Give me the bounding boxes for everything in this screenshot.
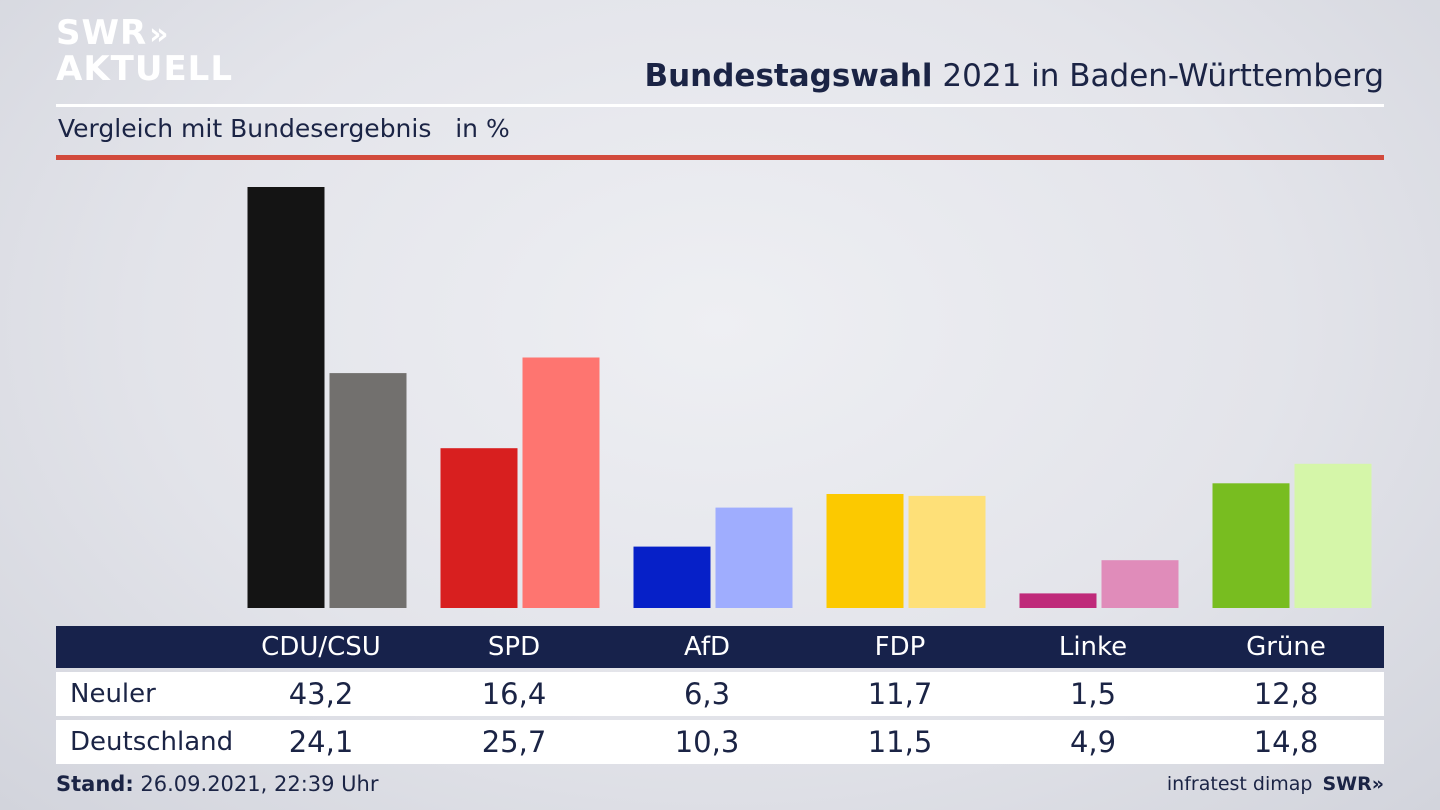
logo-line2: AKTUELL bbox=[56, 49, 234, 89]
subtitle-divider bbox=[56, 155, 1384, 160]
header-gruene: Grüne bbox=[1246, 632, 1326, 662]
table-header: CDU/CSU SPD AfD FDP Linke Grüne bbox=[56, 626, 1384, 668]
swr-aktuell-logo: SWR» AKTUELL bbox=[56, 16, 233, 86]
header-fdp: FDP bbox=[874, 632, 926, 662]
bar-deutschland-spd bbox=[522, 357, 600, 608]
timestamp: Stand: 26.09.2021, 22:39 Uhr bbox=[56, 772, 379, 796]
bar-neuler-linke bbox=[1019, 593, 1097, 608]
header-cdu-csu: CDU/CSU bbox=[261, 632, 381, 662]
value-neuler-linke: 1,5 bbox=[1069, 677, 1117, 711]
results-table: CDU/CSU SPD AfD FDP Linke Grüne Neuler 4… bbox=[56, 626, 1384, 764]
row-cells-deutschland: 24,1 25,7 10,3 11,5 4,9 14,8 bbox=[250, 720, 1384, 764]
stand-value: 26.09.2021, 22:39 Uhr bbox=[133, 772, 379, 796]
logo-line1: SWR bbox=[56, 13, 148, 53]
bar-deutschland-fdp bbox=[908, 495, 986, 608]
bar-neuler-spd bbox=[440, 448, 518, 608]
value-neuler-cdu-csu: 43,2 bbox=[288, 677, 354, 711]
swr-footer-logo: SWR» bbox=[1322, 773, 1384, 795]
bar-neuler-fdp bbox=[826, 494, 904, 608]
header-cells: CDU/CSU SPD AfD FDP Linke Grüne bbox=[250, 626, 1384, 668]
title-divider bbox=[56, 104, 1384, 107]
title-rest: 2021 in Baden-Württemberg bbox=[932, 58, 1384, 94]
page-title: Bundestagswahl 2021 in Baden-Württemberg bbox=[644, 58, 1384, 94]
subtitle: Vergleich mit Bundesergebnis in % bbox=[58, 114, 510, 143]
value-deutschland-cdu-csu: 24,1 bbox=[288, 725, 354, 759]
table-row-deutschland: Deutschland 24,1 25,7 10,3 11,5 4,9 14,8 bbox=[56, 720, 1384, 764]
title-bold: Bundestagswahl bbox=[644, 58, 933, 94]
bar-deutschland-linke bbox=[1101, 560, 1179, 608]
header-linke: Linke bbox=[1058, 632, 1128, 662]
bar-deutschland-gruene bbox=[1294, 463, 1372, 608]
value-deutschland-gruene: 14,8 bbox=[1253, 725, 1319, 759]
value-deutschland-fdp: 11,5 bbox=[867, 725, 933, 759]
stand-label: Stand: bbox=[56, 772, 134, 796]
value-deutschland-linke: 4,9 bbox=[1069, 725, 1117, 759]
bar-deutschland-afd bbox=[715, 507, 793, 608]
source-credit: infratest dimap SWR» bbox=[1167, 773, 1384, 795]
value-neuler-afd: 6,3 bbox=[683, 677, 731, 711]
header-afd: AfD bbox=[683, 632, 731, 662]
bar-neuler-afd bbox=[633, 546, 711, 608]
row-label-neuler: Neuler bbox=[70, 679, 156, 709]
value-deutschland-afd: 10,3 bbox=[674, 725, 740, 759]
table-row-neuler: Neuler 43,2 16,4 6,3 11,7 1,5 12,8 bbox=[56, 672, 1384, 716]
bar-chart bbox=[247, 187, 1372, 608]
bar-neuler-cdu-csu bbox=[247, 187, 325, 608]
value-neuler-fdp: 11,7 bbox=[867, 677, 933, 711]
source-label: infratest dimap bbox=[1166, 773, 1313, 795]
value-deutschland-spd: 25,7 bbox=[481, 725, 547, 759]
bar-neuler-gruene bbox=[1212, 483, 1290, 608]
row-cells-neuler: 43,2 16,4 6,3 11,7 1,5 12,8 bbox=[250, 672, 1384, 716]
header-spd: SPD bbox=[487, 632, 541, 662]
row-label-deutschland: Deutschland bbox=[70, 727, 234, 757]
value-neuler-gruene: 12,8 bbox=[1253, 677, 1319, 711]
bar-deutschland-cdu-csu bbox=[329, 373, 407, 608]
value-neuler-spd: 16,4 bbox=[481, 677, 547, 711]
